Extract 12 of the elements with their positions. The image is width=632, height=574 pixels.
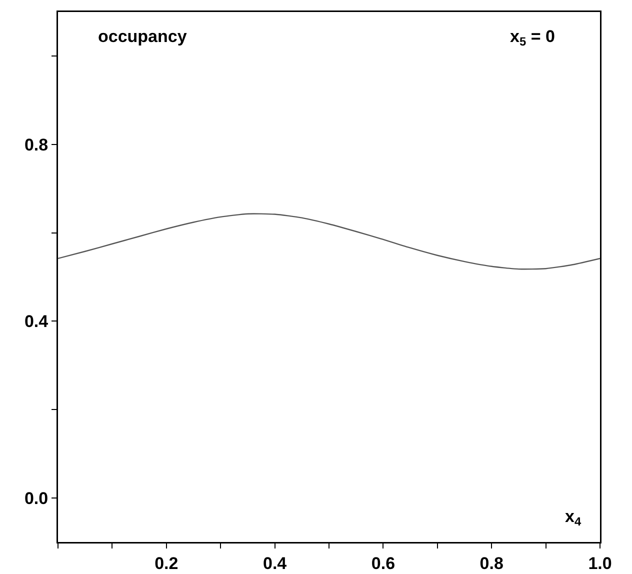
x-tick-label: 1.0 [588,554,612,573]
x-tick-label: 0.8 [480,554,504,573]
y-tick-label: 0.4 [24,312,49,332]
annotation: x$_{5}$ = 0 [510,27,555,49]
x-tick-label: 0.4 [262,554,288,573]
annotation: occupancy [98,27,188,46]
line-series [58,213,600,270]
x-tick-label: 0.2 [154,554,178,573]
y-tick-label: 0.8 [24,135,48,154]
y-tick-label: 0.0 [24,488,48,508]
x-tick-label: 0.6 [371,554,396,573]
x-axis-title: x$_{4}$ [565,507,582,529]
